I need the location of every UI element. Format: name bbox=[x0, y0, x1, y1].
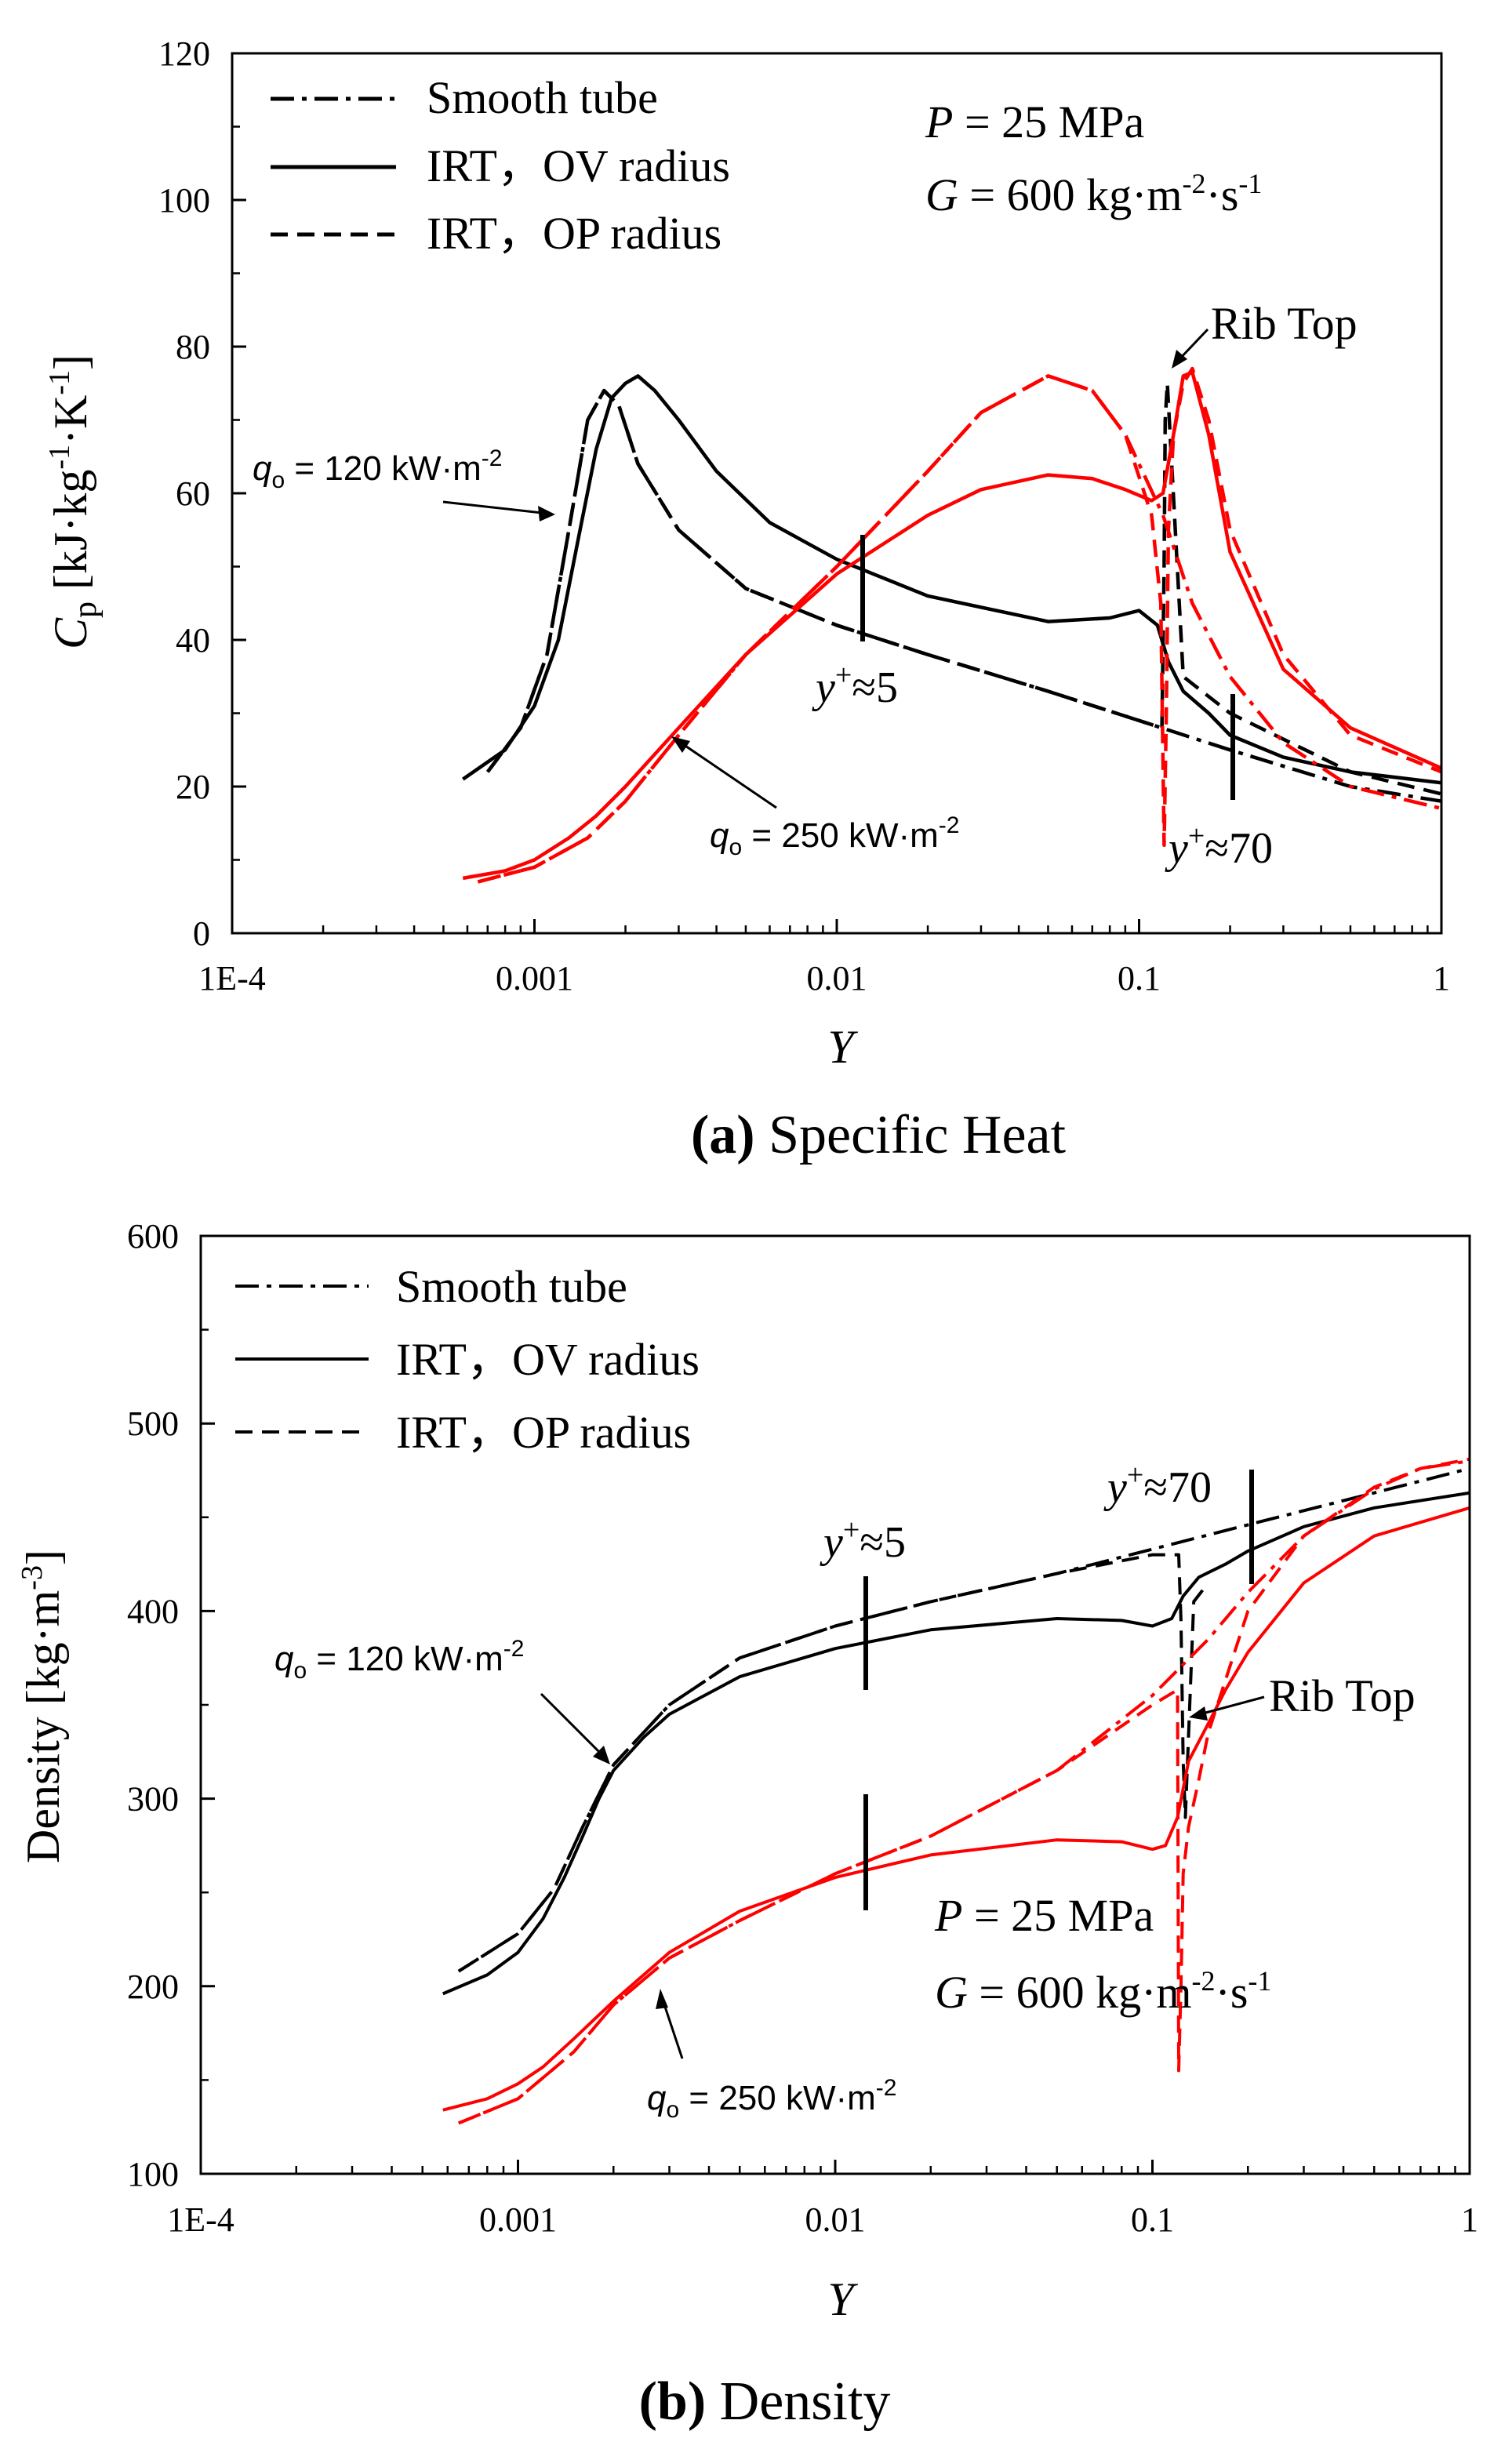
legend-b-smooth-label: Smooth tube bbox=[396, 1261, 627, 1312]
panel-a-rib-top-arrowhead bbox=[1172, 350, 1187, 369]
panel-b-legend: Smooth tube IRT，OV radius IRT，OP radius bbox=[235, 1261, 700, 1458]
panel-b-q250-arrowhead bbox=[656, 1989, 668, 2009]
panel-b-pressure: P = 25 MPa bbox=[934, 1890, 1154, 1941]
panel-b-rib-top-arrow bbox=[1199, 1695, 1265, 1716]
x-tick-label: 0.1 bbox=[1118, 959, 1161, 998]
panel-a-q250-arrow bbox=[678, 740, 777, 809]
x-tick-label: 0.001 bbox=[479, 2200, 557, 2239]
panel-b-ticks: 1E-4 0.001 0.01 0.1 1 100 200 300 400 500 600 bbox=[127, 1217, 1478, 2239]
y-tick-label: 80 bbox=[176, 328, 210, 366]
x-tick-label: 1E-4 bbox=[198, 959, 266, 998]
series-line-a-0 bbox=[486, 388, 1441, 803]
panel-a-q120-arrow bbox=[442, 500, 550, 515]
panel-b-q120-arrow bbox=[540, 1692, 605, 1758]
x-tick-label: 0.1 bbox=[1131, 2200, 1174, 2239]
y-tick-label: 200 bbox=[127, 1968, 179, 2006]
panel-a-legend: Smooth tube IRT，OV radius IRT，OP radius bbox=[271, 72, 730, 259]
series-line-b-3 bbox=[458, 1459, 1470, 2125]
panel-a-q250-label: qo = 250 kW·m-2 bbox=[710, 812, 959, 860]
series-line-a-1 bbox=[462, 374, 1441, 785]
series-line-a-5 bbox=[477, 366, 1441, 884]
series-line-b-5 bbox=[458, 1457, 1470, 2125]
y-tick-label: 0 bbox=[193, 914, 210, 953]
panel-a-frame bbox=[231, 52, 1443, 935]
x-tick-label: 0.001 bbox=[496, 959, 573, 998]
x-tick-label: 1 bbox=[1433, 959, 1450, 998]
panel-a-ticks: 1E-4 0.001 0.01 0.1 1 0 20 40 60 80 100 120 bbox=[158, 35, 1450, 998]
panel-b-mass-flux: G = 600 kg·m-2·s-1 bbox=[935, 1965, 1271, 2018]
panel-b-q120-arrowhead bbox=[593, 1746, 610, 1764]
series-line-a-2 bbox=[486, 381, 1441, 796]
panel-a-q250-arrowhead bbox=[671, 736, 690, 753]
panel-a-ylabel: Cp [kJ·kg-1·K-1] bbox=[43, 354, 104, 649]
y-tick-label: 20 bbox=[176, 768, 210, 806]
y-tick-label: 400 bbox=[127, 1592, 179, 1630]
panel-a-curves bbox=[462, 366, 1441, 884]
y-tick-label: 100 bbox=[158, 181, 210, 220]
y-tick-label: 300 bbox=[127, 1780, 179, 1819]
series-line-a-4 bbox=[462, 370, 1441, 881]
panel-a-caption: (a) Specific Heat bbox=[691, 1105, 1067, 1165]
series-line-b-1 bbox=[442, 1491, 1470, 1996]
y-tick-label: 60 bbox=[176, 474, 210, 513]
legend-a-op-label: IRT，OP radius bbox=[427, 208, 721, 259]
x-tick-label: 0.01 bbox=[807, 959, 867, 998]
panel-a: 1E-4 0.001 0.01 0.1 1 0 20 40 60 80 100 120 Smooth … bbox=[43, 35, 1450, 1165]
panel-a-xlabel: Y bbox=[827, 1021, 858, 1073]
series-line-b-4 bbox=[442, 1506, 1470, 2112]
panel-a-q120-arrowhead bbox=[538, 506, 555, 521]
legend-a-ov-label: IRT，OV radius bbox=[427, 140, 730, 191]
panel-b-frame bbox=[199, 1234, 1471, 2175]
panel-a-mass-flux: G = 600 kg·m-2·s-1 bbox=[925, 168, 1262, 220]
panel-b-q120-label: qo = 120 kW·m-2 bbox=[274, 1636, 524, 1684]
panel-b-q250-arrow bbox=[661, 1999, 684, 2059]
y-tick-label: 500 bbox=[127, 1405, 179, 1443]
x-tick-label: 1 bbox=[1461, 2200, 1478, 2239]
legend-b-op-label: IRT，OP radius bbox=[396, 1407, 691, 1458]
y-tick-label: 40 bbox=[176, 621, 210, 660]
y-tick-label: 120 bbox=[158, 35, 210, 73]
panel-a-yplus70-label: y+≈70 bbox=[1165, 819, 1273, 873]
panel-b-curves bbox=[442, 1457, 1470, 2125]
panel-b-caption: (b) Density bbox=[639, 2371, 891, 2432]
y-tick-label: 100 bbox=[127, 2155, 179, 2193]
panel-a-pressure: P = 25 MPa bbox=[925, 96, 1144, 147]
legend-a-smooth-label: Smooth tube bbox=[427, 72, 658, 123]
panel-a-yplus5-label: y+≈5 bbox=[812, 659, 898, 712]
panel-b-xlabel: Y bbox=[827, 2273, 858, 2325]
x-tick-label: 0.01 bbox=[805, 2200, 866, 2239]
panel-a-rib-top-label: Rib Top bbox=[1211, 298, 1358, 349]
series-line-a-3 bbox=[477, 374, 1441, 884]
x-tick-label: 1E-4 bbox=[167, 2200, 234, 2239]
panel-b-q250-label: qo = 250 kW·m-2 bbox=[647, 2075, 896, 2123]
panel-b-yplus70-label: y+≈70 bbox=[1103, 1459, 1212, 1512]
panel-b: 1E-4 0.001 0.01 0.1 1 100 200 300 400 500 600 Smoo… bbox=[16, 1217, 1478, 2432]
legend-b-ov-label: IRT，OV radius bbox=[396, 1334, 700, 1385]
panel-a-q120-label: qo = 120 kW·m-2 bbox=[253, 445, 502, 493]
panel-b-rib-top-arrowhead bbox=[1189, 1706, 1208, 1721]
panel-b-yplus5-label: y+≈5 bbox=[820, 1514, 906, 1567]
panel-b-ylabel: Density [kg·m-3] bbox=[16, 1550, 69, 1863]
y-tick-label: 600 bbox=[127, 1217, 179, 1256]
panel-b-rib-top-label: Rib Top bbox=[1269, 1670, 1416, 1721]
